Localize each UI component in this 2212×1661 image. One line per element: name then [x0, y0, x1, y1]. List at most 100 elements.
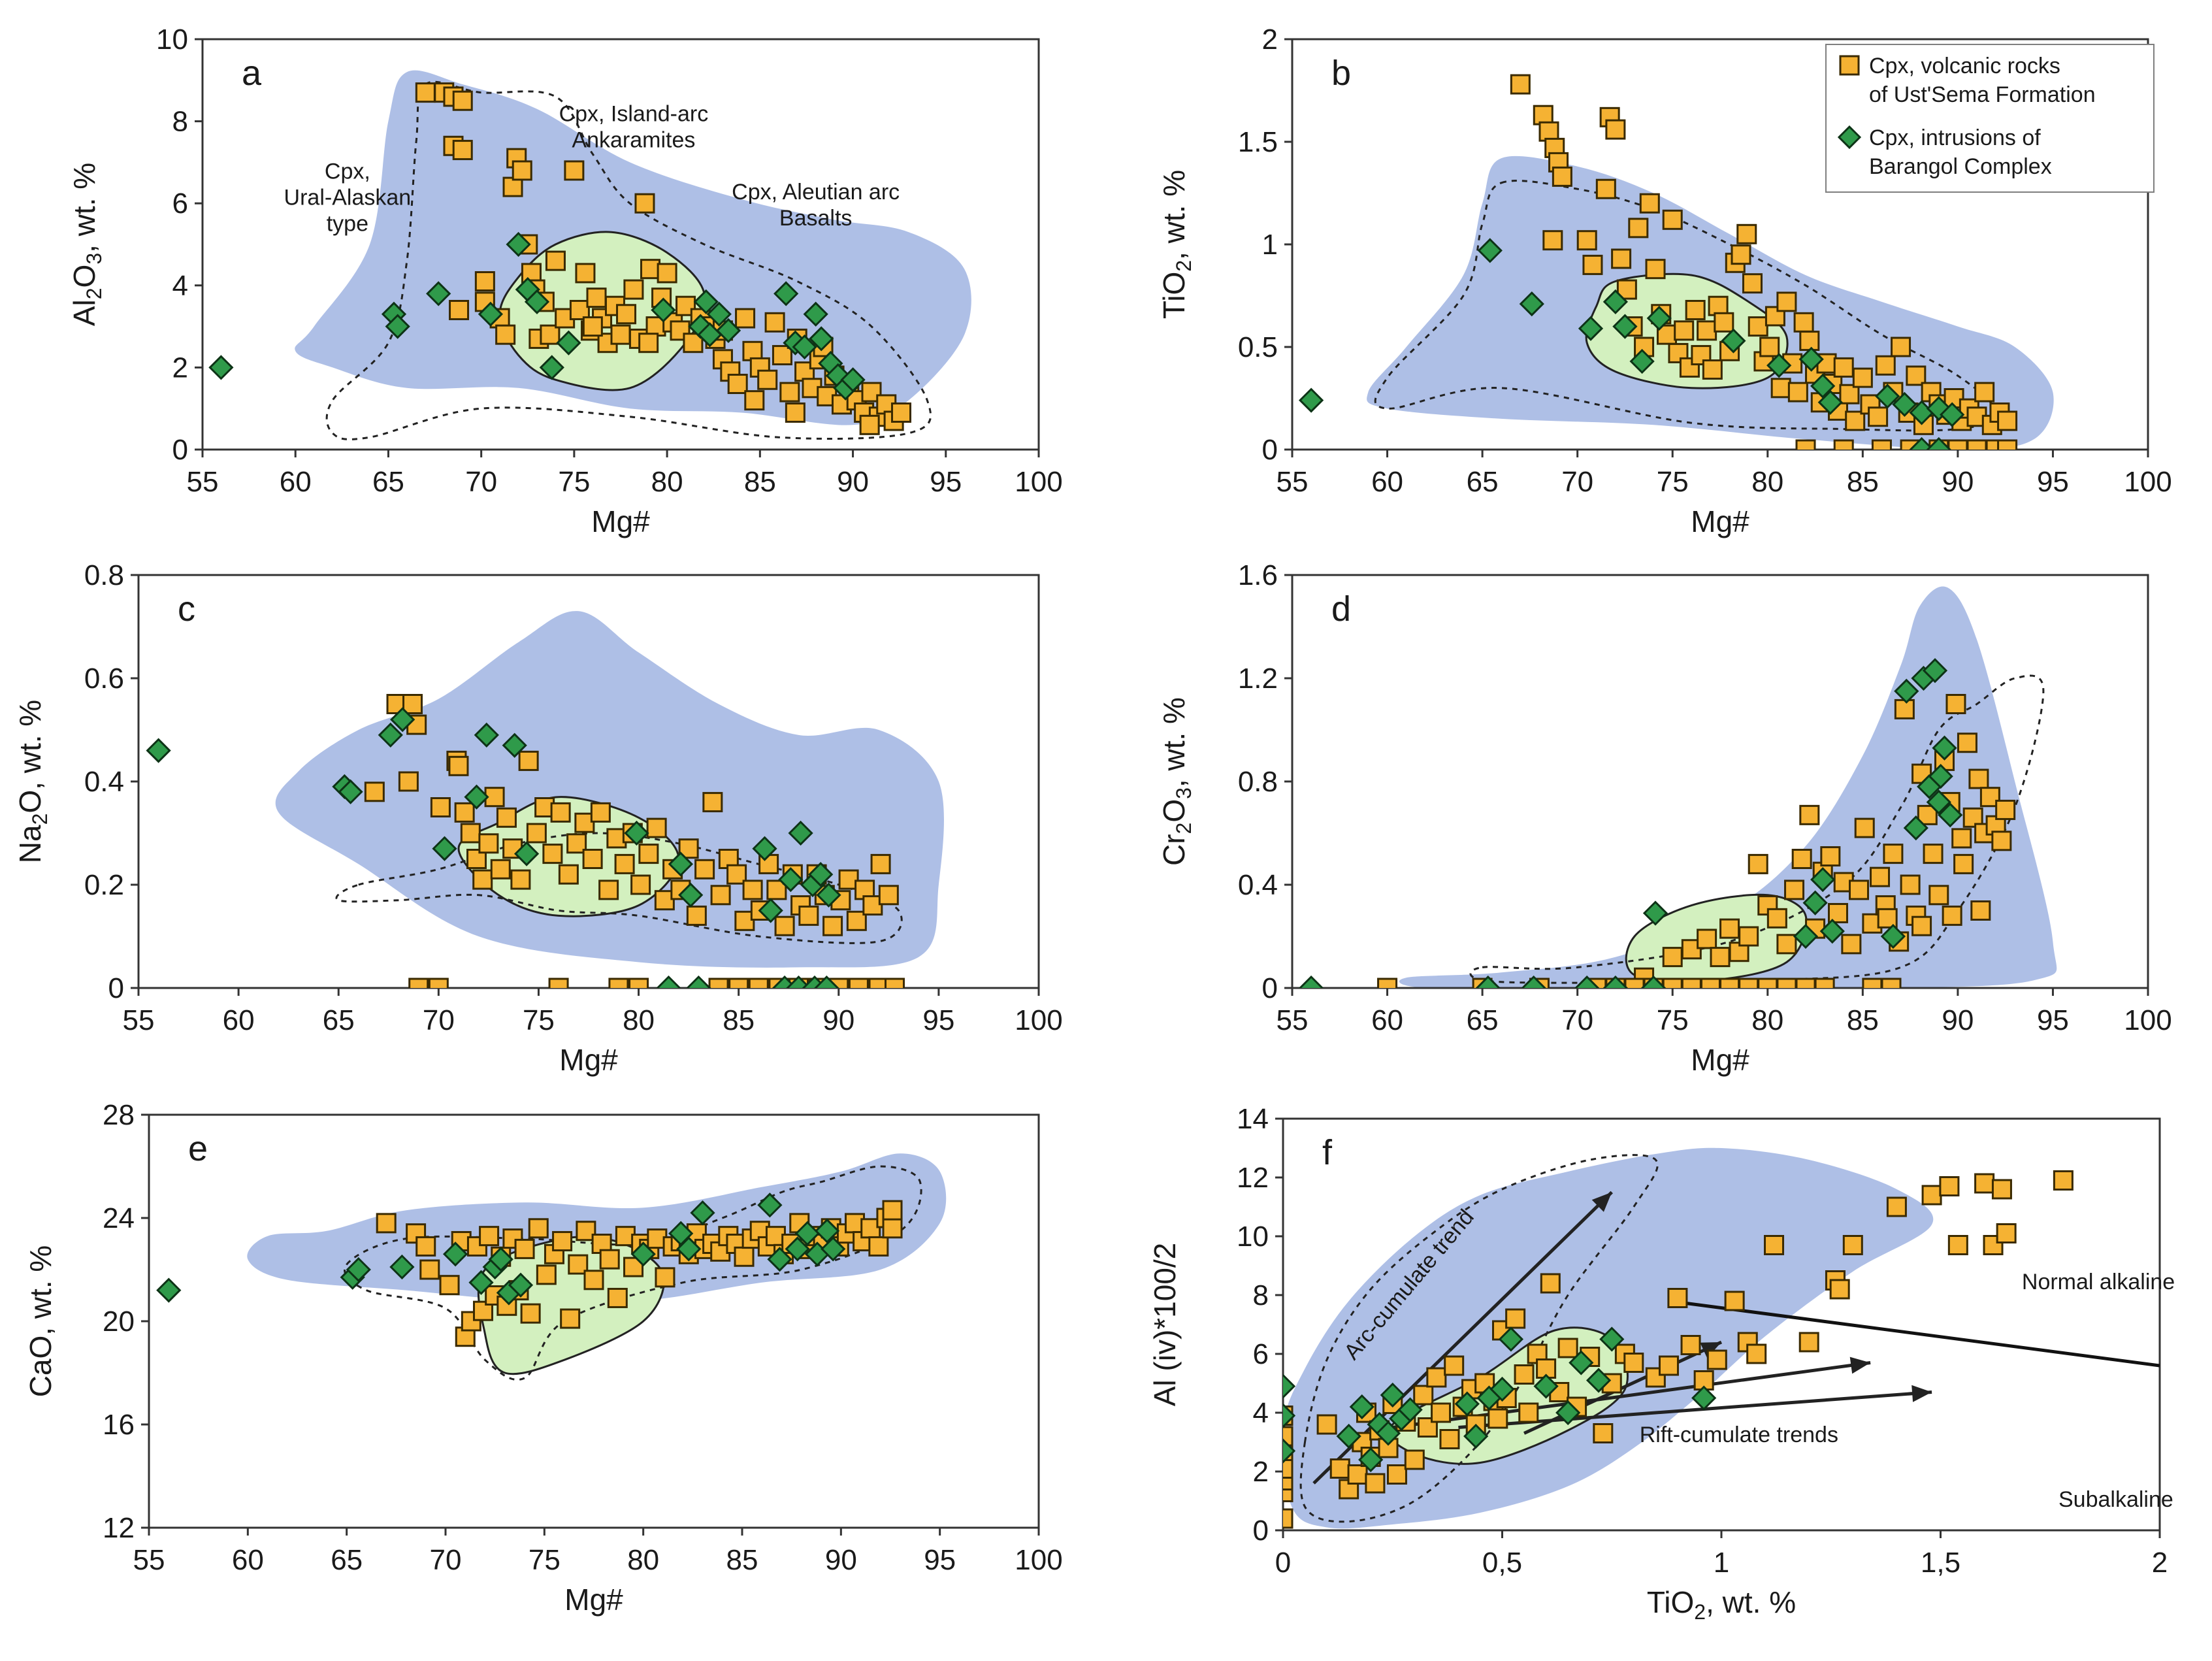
- x-tick-label: 60: [1371, 1004, 1403, 1036]
- point-volcanic: [518, 750, 539, 771]
- point-volcanic: [846, 910, 867, 931]
- y-axis-label: Al (iv)*100/2: [1148, 1243, 1182, 1407]
- point-volcanic: [1582, 254, 1603, 275]
- point-volcanic: [452, 90, 473, 111]
- point-volcanic: [1386, 1464, 1407, 1485]
- y-axis-label: Cr2O3, wt. %: [1157, 697, 1195, 866]
- point-volcanic: [1680, 1335, 1701, 1355]
- y-tick-label: 10: [156, 24, 188, 56]
- point-intrusion: [816, 882, 841, 908]
- y-axis-label: CaO, wt. %: [24, 1245, 57, 1398]
- point-volcanic: [623, 279, 644, 300]
- x-tick-label: 0,5: [1482, 1547, 1522, 1579]
- trend-arrow-head: [1849, 1357, 1871, 1374]
- point-intrusion: [1892, 391, 1917, 418]
- point-volcanic: [1997, 410, 2018, 431]
- point-volcanic: [1714, 312, 1734, 333]
- point-volcanic: [1911, 915, 1932, 936]
- point-volcanic: [614, 853, 635, 874]
- point-volcanic: [454, 802, 475, 823]
- point-volcanic: [1968, 768, 1989, 789]
- label-part: Cr: [1157, 834, 1191, 866]
- point-volcanic: [1552, 166, 1572, 187]
- point-volcanic: [779, 382, 800, 403]
- point-intrusion: [378, 722, 403, 748]
- y-tick-label: 6: [172, 188, 188, 220]
- point-volcanic: [419, 1259, 440, 1280]
- point-volcanic: [478, 833, 499, 854]
- x-tick-label: 75: [1657, 1004, 1689, 1036]
- point-intrusion: [478, 301, 504, 327]
- y-tick-label: 12: [1237, 1162, 1269, 1194]
- y-tick-label: 0: [108, 972, 124, 1004]
- y-tick-label: 2: [1262, 24, 1278, 56]
- point-volcanic: [638, 844, 659, 864]
- point-volcanic: [1991, 830, 2012, 851]
- point-intrusion: [1569, 1350, 1594, 1375]
- annotation-line: Cpx, Island-arc: [559, 102, 709, 127]
- point-volcanic: [402, 694, 423, 714]
- point-intrusion: [1926, 789, 1951, 815]
- point-volcanic: [882, 1218, 903, 1239]
- x-tick-label: 70: [465, 466, 497, 498]
- point-volcanic: [742, 340, 763, 361]
- point-volcanic: [859, 414, 880, 435]
- point-volcanic: [1793, 312, 1814, 333]
- point-intrusion: [1533, 1373, 1559, 1399]
- field-dashed-outline: [335, 832, 903, 944]
- legend-diamond-marker: [1837, 125, 1862, 150]
- y-tick-label: 24: [103, 1202, 135, 1234]
- annotation-line: Subalkaline: [2058, 1487, 2173, 1512]
- point-intrusion: [1629, 348, 1655, 374]
- data-markers: [146, 694, 905, 988]
- point-volcanic: [1820, 846, 1841, 867]
- label-part: TiO: [1647, 1585, 1694, 1619]
- point-volcanic: [1871, 439, 1892, 450]
- point-volcanic: [583, 1270, 604, 1291]
- point-intrusion: [809, 326, 834, 352]
- point-volcanic: [1736, 223, 1757, 244]
- point-volcanic: [566, 833, 587, 854]
- x-tick-label: 85: [1847, 1004, 1879, 1036]
- label-part: O: [1157, 799, 1191, 823]
- point-intrusion: [792, 334, 817, 360]
- point-volcanic: [1852, 367, 1873, 388]
- point-volcanic: [1770, 378, 1791, 399]
- panel-e: 55 60 65 70 75 80 85 90 95 100 12 16 20 24 28 Mg# CaO, w…: [24, 1099, 1063, 1617]
- point-intrusion: [1336, 1423, 1361, 1449]
- point-volcanic: [1939, 1176, 1960, 1196]
- point-volcanic: [510, 869, 531, 890]
- point-intrusion: [389, 1254, 415, 1280]
- y-tick-label: 16: [103, 1409, 135, 1441]
- point-volcanic: [376, 1213, 397, 1234]
- point-intrusion: [1894, 678, 1919, 704]
- point-intrusion: [1586, 1368, 1612, 1393]
- point-intrusion: [1691, 1385, 1717, 1411]
- point-intrusion: [676, 1236, 702, 1262]
- point-volcanic: [1674, 320, 1695, 341]
- point-volcanic: [870, 853, 891, 874]
- legend-box: [1825, 44, 2155, 193]
- point-volcanic: [1700, 978, 1721, 988]
- panel-letter: d: [1331, 589, 1351, 629]
- point-intrusion: [1928, 763, 1953, 789]
- point-volcanic: [408, 978, 429, 988]
- point-volcanic: [1883, 844, 1904, 864]
- x-tick-label: 100: [1015, 466, 1062, 498]
- point-intrusion: [773, 281, 799, 306]
- x-tick-label: 85: [1847, 466, 1879, 498]
- y-tick-label: 0.4: [84, 766, 124, 798]
- x-axis-label: Mg#: [1691, 504, 1749, 538]
- point-volcanic: [545, 250, 566, 271]
- point-volcanic: [616, 304, 637, 325]
- x-axis-label: TiO2, wt. %: [1647, 1585, 1796, 1624]
- point-volcanic: [479, 1226, 500, 1247]
- point-volcanic: [550, 802, 571, 823]
- label-part: 2: [1172, 823, 1195, 834]
- point-intrusion: [1909, 436, 1934, 450]
- point-volcanic: [1945, 694, 1966, 714]
- x-tick-label: 80: [627, 1544, 659, 1576]
- field-dashed-outline: [1299, 1154, 1659, 1523]
- label-part: TiO: [1157, 272, 1191, 319]
- point-volcanic: [1784, 880, 1805, 900]
